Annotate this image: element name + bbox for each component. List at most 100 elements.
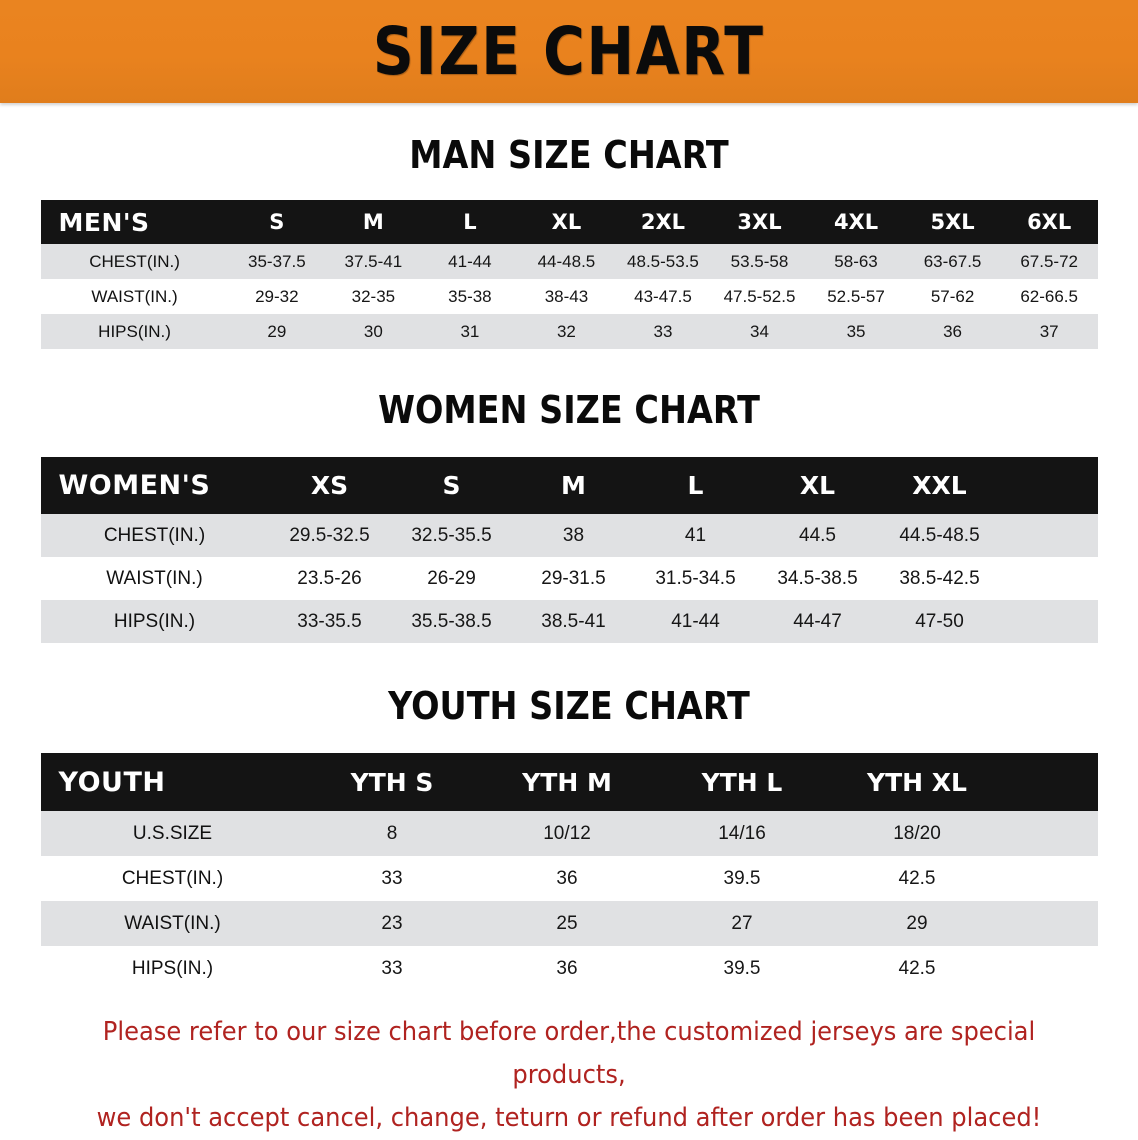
man-size-col-6xl: 6XL bbox=[1001, 200, 1098, 244]
women-waist-xl: 34.5-38.5 bbox=[777, 567, 858, 589]
women-size-col-s: S bbox=[391, 457, 513, 514]
women-hips-xs: 33-35.5 bbox=[297, 610, 362, 632]
man-hips-6xl: 37 bbox=[1039, 321, 1059, 341]
women-hips-s: 35.5-38.5 bbox=[411, 610, 492, 632]
youth-size-col-xl: YTH XL bbox=[830, 753, 1005, 811]
man-hips-3xl: 34 bbox=[750, 321, 769, 341]
man-chest-6xl: 67.5-72 bbox=[1020, 251, 1078, 271]
women-row-spacer bbox=[1001, 557, 1098, 600]
women-waist-xs: 23.5-26 bbox=[297, 567, 362, 589]
youth-waist-xl: 29 bbox=[906, 912, 928, 934]
women-row-label-waist: WAIST(IN.) bbox=[106, 567, 203, 589]
man-waist-3xl: 47.5-52.5 bbox=[723, 286, 796, 306]
man-chest-4xl: 58-63 bbox=[834, 251, 878, 271]
page-banner: SIZE CHART bbox=[0, 0, 1138, 103]
youth-ussize-s: 8 bbox=[386, 822, 398, 844]
women-header-row: WOMEN'S XS S M L XL XXL bbox=[40, 457, 1098, 514]
table-row: HIPS(IN.) 33 36 39.5 42.5 bbox=[40, 946, 1098, 991]
women-row-label-chest: CHEST(IN.) bbox=[103, 524, 206, 546]
women-chest-xs: 29.5-32.5 bbox=[289, 524, 370, 546]
table-row: HIPS(IN.) 33-35.5 35.5-38.5 38.5-41 41-4… bbox=[40, 600, 1098, 643]
man-hips-s: 29 bbox=[267, 321, 287, 341]
youth-section-title: YOUTH SIZE CHART bbox=[388, 684, 750, 728]
youth-waist-s: 23 bbox=[381, 912, 403, 934]
youth-row-spacer bbox=[1005, 811, 1098, 856]
women-row-spacer bbox=[1001, 600, 1098, 643]
women-hips-l: 41-44 bbox=[671, 610, 720, 632]
man-hips-4xl: 35 bbox=[846, 321, 866, 341]
youth-row-label-hips: HIPS(IN.) bbox=[131, 957, 214, 979]
man-size-col-3xl: 3XL bbox=[711, 200, 808, 244]
women-row-label-hips: HIPS(IN.) bbox=[113, 610, 196, 632]
man-size-col-5xl: 5XL bbox=[904, 200, 1001, 244]
youth-ussize-l: 14/16 bbox=[718, 822, 766, 844]
youth-header-row: YOUTH YTH S YTH M YTH L YTH XL bbox=[40, 753, 1098, 811]
youth-hips-s: 33 bbox=[381, 957, 403, 979]
youth-size-col-l: YTH L bbox=[655, 753, 830, 811]
man-table-head: MEN'S S M L XL 2XL 3XL 4XL 5XL 6XL bbox=[40, 200, 1098, 244]
man-size-col-4xl: 4XL bbox=[808, 200, 905, 244]
women-section-title: WOMEN SIZE CHART bbox=[378, 388, 760, 432]
table-row: WAIST(IN.) 23 25 27 29 bbox=[40, 901, 1098, 946]
man-size-table-wrapper: MEN'S S M L XL 2XL 3XL 4XL 5XL 6XL CHEST… bbox=[40, 200, 1098, 349]
man-chest-s: 35-37.5 bbox=[248, 251, 306, 271]
man-waist-2xl: 43-47.5 bbox=[634, 286, 692, 306]
man-header-row: MEN'S S M L XL 2XL 3XL 4XL 5XL 6XL bbox=[40, 200, 1098, 244]
table-row: CHEST(IN.) 35-37.5 37.5-41 41-44 44-48.5… bbox=[40, 244, 1098, 279]
youth-table-head: YOUTH YTH S YTH M YTH L YTH XL bbox=[40, 753, 1098, 811]
youth-row-spacer bbox=[1005, 856, 1098, 901]
youth-size-col-s: YTH S bbox=[305, 753, 480, 811]
women-size-col-xs: XS bbox=[269, 457, 391, 514]
man-chest-l: 41-44 bbox=[448, 251, 492, 271]
youth-size-table: YOUTH YTH S YTH M YTH L YTH XL U.S.SIZE … bbox=[40, 753, 1098, 991]
man-waist-xl: 38-43 bbox=[544, 286, 589, 306]
man-size-col-s: S bbox=[229, 200, 326, 244]
man-chest-m: 37.5-41 bbox=[344, 251, 403, 271]
youth-hips-l: 39.5 bbox=[723, 957, 761, 979]
women-header-label: WOMEN'S bbox=[41, 457, 269, 514]
man-hips-m: 30 bbox=[363, 321, 383, 341]
women-size-table-wrapper: WOMEN'S XS S M L XL XXL CHEST(IN.) 29.5-… bbox=[40, 457, 1098, 643]
women-hips-m: 38.5-41 bbox=[541, 610, 606, 632]
youth-hips-xl: 42.5 bbox=[898, 957, 936, 979]
women-size-col-xxl: XXL bbox=[879, 457, 1001, 514]
disclaimer-line-2: we don't accept cancel, change, teturn o… bbox=[96, 1103, 1042, 1134]
women-table-body: CHEST(IN.) 29.5-32.5 32.5-35.5 38 41 44.… bbox=[40, 514, 1098, 643]
youth-waist-m: 25 bbox=[556, 912, 578, 934]
youth-row-label-chest: CHEST(IN.) bbox=[121, 867, 224, 889]
youth-header-label: YOUTH bbox=[41, 753, 305, 811]
page-title: SIZE CHART bbox=[373, 12, 765, 90]
women-table-head: WOMEN'S XS S M L XL XXL bbox=[40, 457, 1098, 514]
man-waist-4xl: 52.5-57 bbox=[827, 286, 885, 306]
man-waist-l: 35-38 bbox=[448, 286, 492, 306]
disclaimer-line-1: Please refer to our size chart before or… bbox=[102, 1017, 1036, 1091]
man-chest-3xl: 53.5-58 bbox=[730, 251, 789, 271]
youth-chest-s: 33 bbox=[381, 867, 403, 889]
youth-row-label-waist: WAIST(IN.) bbox=[124, 912, 221, 934]
youth-row-spacer bbox=[1005, 946, 1098, 991]
table-row: U.S.SIZE 8 10/12 14/16 18/20 bbox=[40, 811, 1098, 856]
youth-row-spacer bbox=[1005, 901, 1098, 946]
man-header-label: MEN'S bbox=[41, 200, 229, 244]
man-size-col-xl: XL bbox=[518, 200, 615, 244]
man-row-label-chest: CHEST(IN.) bbox=[89, 251, 180, 271]
women-waist-xxl: 38.5-42.5 bbox=[899, 567, 980, 589]
table-row: WAIST(IN.) 23.5-26 26-29 29-31.5 31.5-34… bbox=[40, 557, 1098, 600]
man-hips-xl: 32 bbox=[556, 321, 576, 341]
man-waist-m: 32-35 bbox=[351, 286, 396, 306]
women-size-col-l: L bbox=[635, 457, 757, 514]
man-waist-5xl: 57-62 bbox=[930, 286, 975, 306]
man-row-label-hips: HIPS(IN.) bbox=[98, 321, 171, 341]
youth-ussize-xl: 18/20 bbox=[893, 822, 941, 844]
women-chest-l: 41 bbox=[684, 524, 707, 546]
women-chest-m: 38 bbox=[562, 524, 585, 546]
youth-size-table-wrapper: YOUTH YTH S YTH M YTH L YTH XL U.S.SIZE … bbox=[40, 753, 1098, 991]
youth-table-body: U.S.SIZE 8 10/12 14/16 18/20 CHEST(IN.) … bbox=[40, 811, 1098, 991]
youth-ussize-m: 10/12 bbox=[543, 822, 591, 844]
women-hips-xxl: 47-50 bbox=[915, 610, 964, 632]
women-size-col-xl: XL bbox=[757, 457, 879, 514]
man-table-body: CHEST(IN.) 35-37.5 37.5-41 41-44 44-48.5… bbox=[40, 244, 1098, 349]
table-row: WAIST(IN.) 29-32 32-35 35-38 38-43 43-47… bbox=[40, 279, 1098, 314]
women-header-spacer bbox=[1001, 457, 1098, 514]
women-chest-xl: 44.5 bbox=[799, 524, 836, 546]
